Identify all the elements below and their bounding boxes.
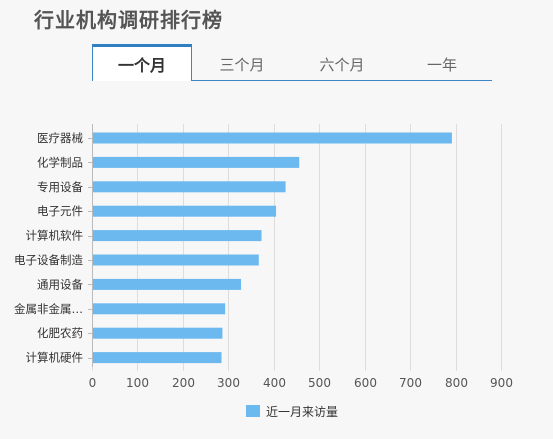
tab-six-months[interactable]: 六个月 xyxy=(319,56,365,74)
bar xyxy=(93,205,277,217)
x-tick-label: 200 xyxy=(172,376,195,390)
bar xyxy=(93,230,262,242)
x-tick-label: 500 xyxy=(308,376,331,390)
category-label: 专用设备 xyxy=(37,180,83,194)
category-label: 计算机软件 xyxy=(26,229,84,243)
category-label: 化肥农药 xyxy=(37,326,83,340)
bar xyxy=(93,254,259,266)
bar xyxy=(93,303,226,315)
category-label: 金属非金属… xyxy=(14,302,83,316)
x-tick-label: 300 xyxy=(217,376,240,390)
bar xyxy=(93,352,222,364)
x-tick-label: 700 xyxy=(399,376,422,390)
x-tick-label: 400 xyxy=(263,376,286,390)
category-label: 电子元件 xyxy=(37,204,83,218)
tab-one-month[interactable]: 一个月 xyxy=(92,44,192,81)
category-label: 电子设备制造 xyxy=(14,253,83,267)
bar xyxy=(93,278,242,290)
period-tabs: 一个月 三个月 六个月 一年 xyxy=(92,44,492,81)
x-tick-label: 800 xyxy=(445,376,468,390)
legend-label: 近一月来访量 xyxy=(266,405,338,419)
legend-swatch xyxy=(246,405,260,417)
category-label: 通用设备 xyxy=(37,277,83,291)
x-tick-label: 0 xyxy=(89,376,97,390)
tab-three-months[interactable]: 三个月 xyxy=(219,56,265,74)
x-tick-label: 900 xyxy=(490,376,513,390)
x-tick-label: 600 xyxy=(354,376,377,390)
bar xyxy=(93,327,223,339)
page-title: 行业机构调研排行榜 xyxy=(34,8,223,32)
x-tick-label: 100 xyxy=(126,376,149,390)
category-label: 医疗器械 xyxy=(37,131,83,145)
bar xyxy=(93,132,452,144)
bar xyxy=(93,156,300,168)
tab-one-year[interactable]: 一年 xyxy=(426,56,457,74)
category-label: 化学制品 xyxy=(37,155,83,169)
category-label: 计算机硬件 xyxy=(26,351,84,365)
bar xyxy=(93,181,286,193)
